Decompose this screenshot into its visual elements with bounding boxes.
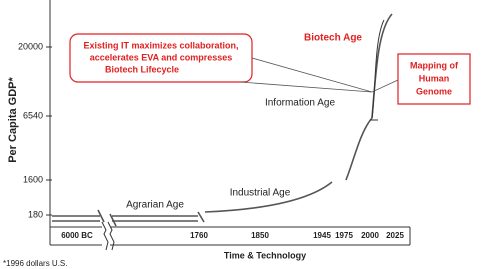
callout-line: accelerates EVA and compresses xyxy=(90,52,233,62)
curve-agrarian xyxy=(52,215,100,222)
y-tick-label: 1600 xyxy=(23,174,43,184)
x-tick-label: 1850 xyxy=(251,231,269,240)
age-label: Biotech Age xyxy=(304,33,362,44)
y-tick-label: 6540 xyxy=(23,110,43,120)
brace xyxy=(370,19,385,121)
y-tick-label: 180 xyxy=(28,209,43,219)
age-label: Industrial Age xyxy=(230,188,291,199)
x-tick-label: 6000 BC xyxy=(61,231,93,240)
curve-information xyxy=(345,117,373,181)
x-tick-label: 2025 xyxy=(386,231,404,240)
genome-line: Mapping of xyxy=(410,60,459,70)
curve-industrial xyxy=(204,181,333,213)
x-tick-label: 1945 xyxy=(313,231,331,240)
x-tick-label: 1975 xyxy=(335,231,353,240)
genome-line: Genome xyxy=(416,86,452,96)
x-tick-label: 1760 xyxy=(190,231,208,240)
callout-line: Biotech Lifecycle xyxy=(105,64,179,74)
curve-break xyxy=(97,209,205,227)
y-tick-label: 20000 xyxy=(18,41,43,51)
genome-box xyxy=(397,53,471,105)
genome-line: Human xyxy=(419,73,450,83)
callout-line: Existing IT maximizes collaboration, xyxy=(83,40,238,50)
curve-biotech xyxy=(371,13,393,119)
footnote: *1996 dollars U.S. xyxy=(3,259,67,268)
x-axis-label: Time & Technology xyxy=(224,250,306,260)
age-label: Information Age xyxy=(265,98,335,109)
x-tick-label: 2000 xyxy=(361,231,379,240)
axis-break xyxy=(101,221,115,251)
axis-frame xyxy=(49,0,411,246)
age-label: Agrarian Age xyxy=(126,200,184,211)
y-axis-label: Per Capita GDP* xyxy=(7,76,19,162)
genome-pointer xyxy=(371,79,399,93)
callout-pointer xyxy=(239,57,373,93)
